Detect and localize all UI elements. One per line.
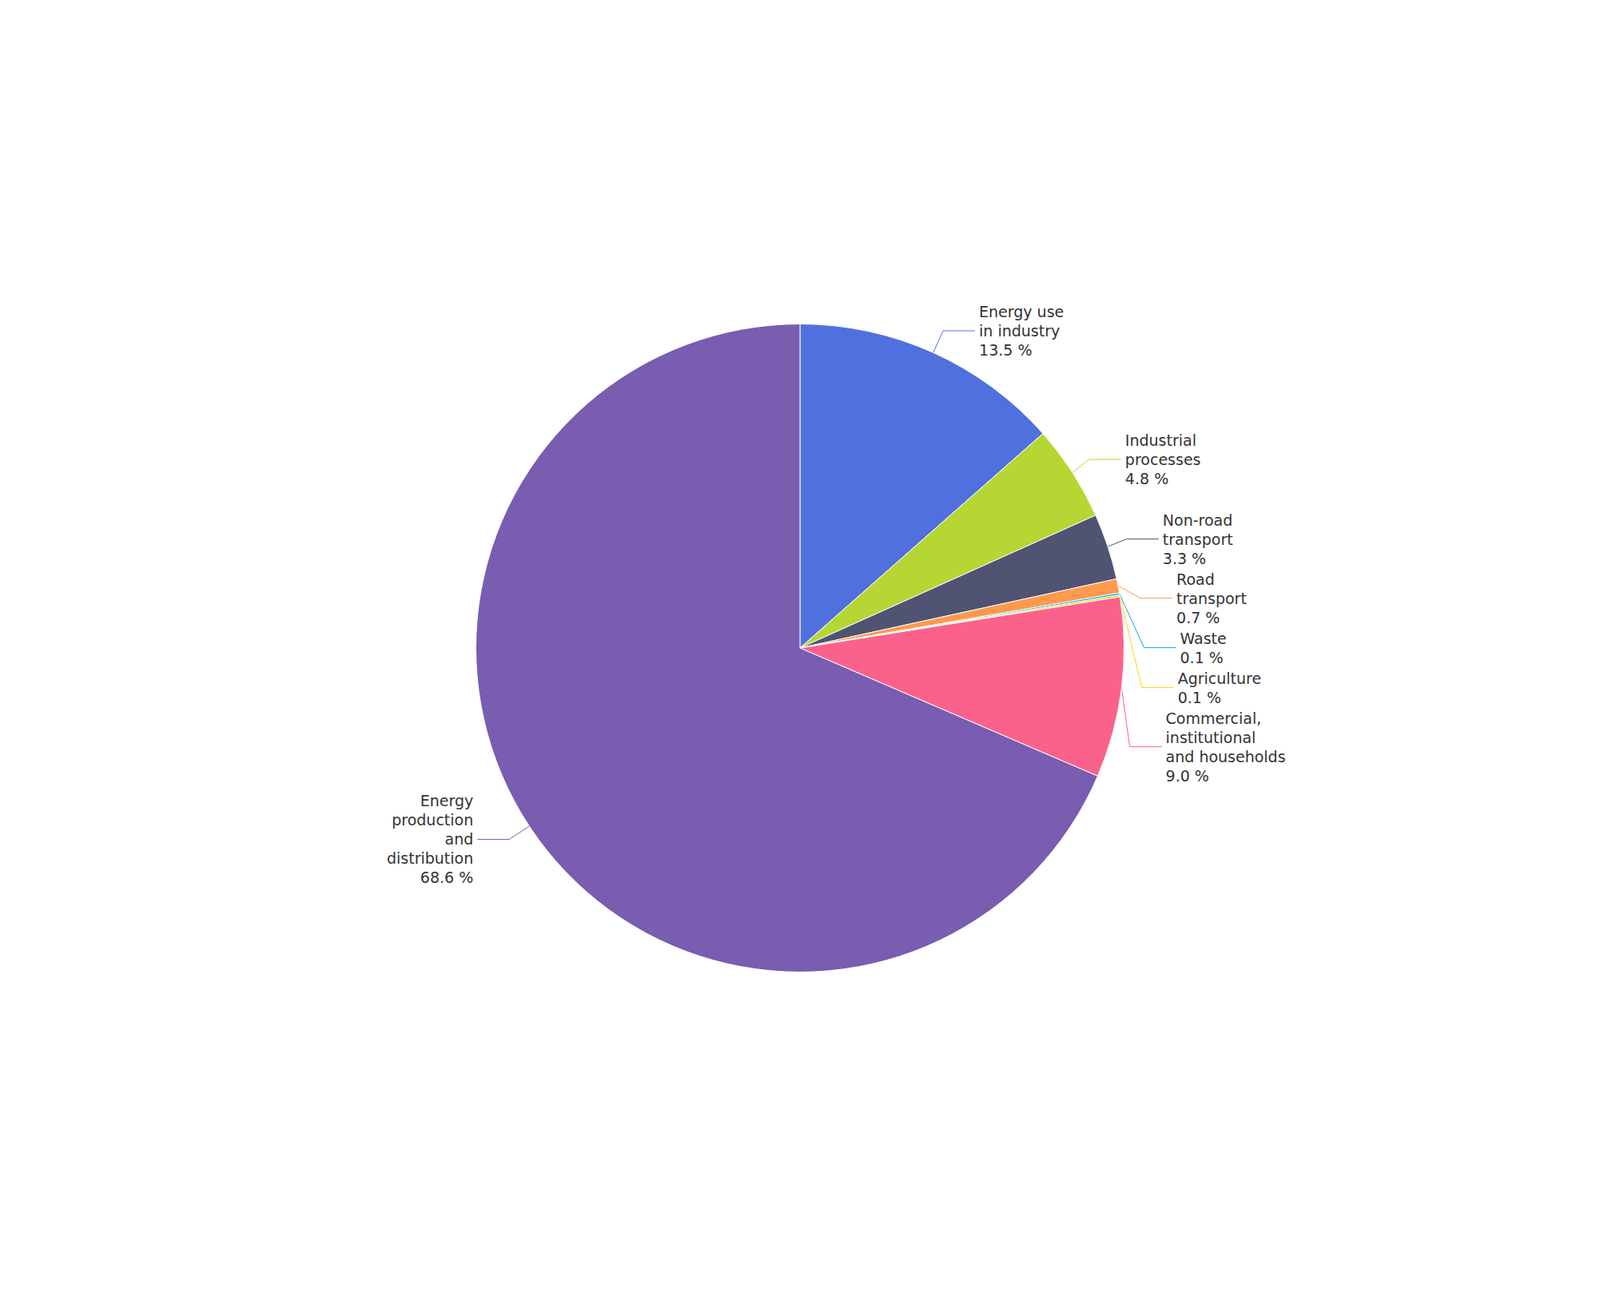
svg-text:Road: Road: [1176, 570, 1215, 589]
svg-text:transport: transport: [1162, 530, 1234, 549]
svg-text:in industry: in industry: [979, 322, 1060, 340]
svg-text:0.7 %: 0.7 %: [1176, 608, 1220, 627]
svg-text:Agriculture: Agriculture: [1178, 669, 1262, 688]
svg-text:transport: transport: [1176, 589, 1247, 608]
svg-text:Waste: Waste: [1179, 629, 1226, 648]
svg-text:0.1 %: 0.1 %: [1179, 648, 1223, 667]
svg-text:13.5 %: 13.5 %: [979, 341, 1032, 359]
svg-text:distribution: distribution: [386, 849, 474, 868]
svg-text:3.3 %: 3.3 %: [1162, 549, 1206, 568]
svg-text:Energy: Energy: [420, 792, 474, 810]
svg-text:and households: and households: [1166, 748, 1286, 766]
svg-text:68.6 %: 68.6 %: [420, 868, 474, 887]
svg-text:processes: processes: [1125, 450, 1202, 469]
svg-text:4.8 %: 4.8 %: [1125, 469, 1169, 488]
svg-text:Commercial,: Commercial,: [1166, 709, 1262, 728]
svg-text:institutional: institutional: [1166, 728, 1257, 747]
svg-text:and: and: [444, 830, 474, 848]
svg-text:Energy use: Energy use: [979, 302, 1064, 321]
svg-text:9.0 %: 9.0 %: [1166, 767, 1210, 785]
svg-text:Industrial: Industrial: [1125, 431, 1197, 450]
svg-text:Non-road: Non-road: [1162, 511, 1233, 530]
svg-text:production: production: [391, 811, 474, 829]
svg-text:0.1 %: 0.1 %: [1178, 688, 1222, 707]
